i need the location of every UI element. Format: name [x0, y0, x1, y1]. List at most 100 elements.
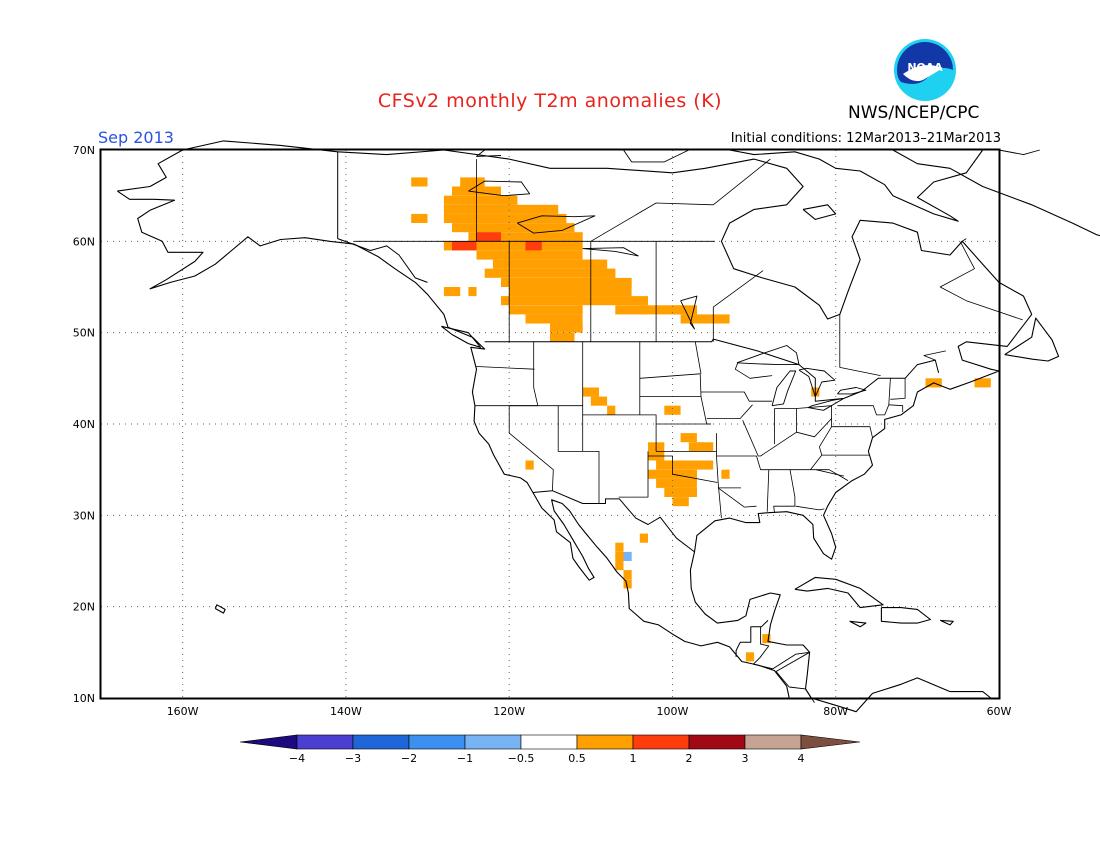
anomaly-cell-orange: [452, 223, 575, 233]
chart-title: CFSv2 monthly T2m anomalies (K): [377, 90, 723, 112]
anomaly-cell-orange: [468, 287, 477, 297]
province-boundary: [590, 158, 771, 242]
lake-outline: [798, 367, 836, 398]
state-boundary: [476, 366, 535, 370]
state-boundary: [699, 373, 711, 425]
lake-outline: [837, 387, 867, 395]
anomaly-cell-orange: [599, 277, 632, 287]
lake-outline: [680, 295, 698, 330]
province-boundary: [712, 270, 764, 342]
island-outline: [623, 149, 689, 163]
state-boundary: [810, 469, 849, 481]
anomaly-cell-orange: [509, 287, 608, 297]
anomaly-cell-orange: [664, 405, 681, 415]
anomaly-cell-orange: [582, 387, 599, 397]
state-boundary: [890, 378, 906, 400]
coastline-newfoundland: [1004, 317, 1060, 362]
state-boundary: [796, 405, 870, 428]
coastlines: [116, 140, 1100, 713]
anomaly-cell-orange: [501, 277, 616, 287]
state-boundary: [869, 426, 873, 438]
latitude-label: 60N: [73, 235, 95, 248]
anomaly-cell-orange: [411, 177, 428, 187]
coastline-hudson-islands: [802, 204, 837, 220]
month-label: Sep 2013: [98, 128, 174, 147]
latitude-label: 20N: [73, 601, 95, 614]
anomaly-cell-light_blue: [623, 551, 632, 561]
border-us-canada: [484, 338, 940, 402]
anomaly-cell-orange: [713, 314, 730, 324]
coastline-greenland: [892, 149, 1100, 237]
anomaly-cell-orange: [696, 442, 714, 452]
latitude-label: 10N: [73, 692, 95, 705]
state-boundary: [819, 426, 832, 456]
anomaly-cell-orange: [639, 305, 681, 315]
anomaly-cell-red: [525, 241, 542, 251]
lake-outline: [736, 345, 800, 366]
border-alaska-canada: [337, 151, 428, 283]
border-us-mexico: [532, 490, 695, 553]
state-boundary: [734, 362, 773, 379]
anomaly-cell-orange: [443, 204, 559, 214]
province-boundary: [923, 350, 946, 361]
latitude-label: 30N: [73, 509, 95, 522]
state-boundary: [766, 469, 770, 512]
latitude-label: 70N: [73, 144, 95, 157]
political-boundaries: [337, 149, 1040, 703]
anomaly-cell-orange: [623, 579, 632, 589]
anomaly-cell-orange: [411, 213, 428, 223]
anomaly-cell-orange: [460, 177, 485, 187]
longitude-label: 100W: [657, 705, 689, 718]
anomaly-cell-orange: [443, 287, 461, 297]
coastline-hawaii: [214, 604, 226, 614]
coastline-puerto-rico: [939, 619, 954, 626]
anomaly-cell-orange: [590, 396, 608, 406]
coastline-baffin: [729, 149, 984, 222]
anomaly-cell-orange: [745, 652, 755, 662]
anomaly-cell-orange: [615, 542, 624, 552]
state-boundary: [837, 378, 891, 416]
anomaly-cell-orange: [590, 268, 616, 278]
coastline-north-america: [116, 140, 1033, 699]
anomaly-cell-orange: [656, 460, 714, 470]
lake-outline: [582, 247, 639, 257]
anomaly-cell-orange: [525, 460, 534, 470]
anomaly-cell-orange: [492, 259, 608, 269]
lake-outline: [771, 370, 797, 407]
state-boundary: [888, 404, 904, 413]
lake-outline: [807, 397, 845, 411]
anomaly-cell-orange: [680, 433, 697, 443]
state-boundary: [816, 469, 844, 477]
longitude-labels: 160W 140W 120W 100W 80W 60W: [167, 705, 1012, 718]
anomaly-cell-orange: [574, 296, 648, 306]
province-boundary: [939, 238, 1023, 321]
state-boundary: [716, 454, 870, 471]
longitude-label: 60W: [987, 705, 1012, 718]
anomaly-cells: [411, 177, 991, 662]
state-boundary: [648, 455, 718, 483]
anomaly-cell-red: [452, 241, 477, 251]
state-boundary: [557, 405, 600, 504]
latitude-labels: 70N 60N 50N 40N 30N 20N 10N: [73, 144, 95, 705]
anomaly-cell-orange: [443, 195, 518, 205]
anomaly-cell-orange: [443, 241, 583, 251]
state-boundary: [774, 408, 797, 433]
map-frame: [99, 148, 1001, 700]
lake-outline: [468, 180, 531, 197]
anomaly-cell-orange: [680, 314, 714, 324]
anomaly-cell-orange: [762, 634, 771, 644]
anomaly-cell-orange: [509, 305, 583, 315]
anomaly-cell-orange: [623, 570, 632, 580]
anomaly-cell-orange: [615, 561, 624, 571]
state-boundary: [639, 373, 701, 379]
province-boundary: [839, 314, 881, 376]
noaa-logo: NOAA: [894, 39, 956, 101]
latitude-label: 40N: [73, 418, 95, 431]
anomaly-cell-orange: [574, 287, 632, 297]
longitude-label: 120W: [493, 705, 525, 718]
graticule: [101, 150, 999, 698]
anomaly-cell-orange: [476, 250, 583, 260]
island-outline: [998, 149, 1040, 156]
organization-label: NWS/NCEP/CPC: [848, 103, 980, 123]
